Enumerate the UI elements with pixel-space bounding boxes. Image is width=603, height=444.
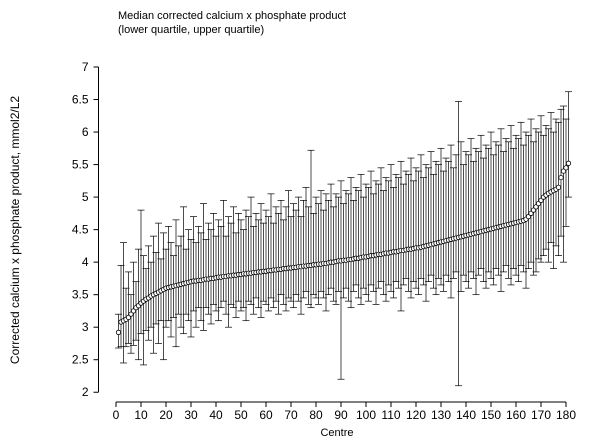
chart-subtitle: (lower quartile, upper quartile): [118, 24, 264, 36]
y-tick-label: 5: [82, 190, 89, 204]
y-tick-label: 3: [82, 320, 89, 334]
y-tick-label: 5.5: [72, 158, 89, 172]
y-tick-label: 6.5: [72, 93, 89, 107]
y-tick-label: 3.5: [72, 288, 89, 302]
y-axis-label: Corrected calcium x phosphate product, m…: [8, 96, 22, 364]
x-tick-label: 110: [381, 408, 400, 422]
x-tick-label: 140: [456, 408, 476, 422]
x-tick-label: 100: [356, 408, 376, 422]
x-tick-label: 20: [159, 408, 173, 422]
x-tick-label: 80: [309, 408, 323, 422]
x-tick-label: 130: [431, 408, 451, 422]
median-point: [555, 184, 562, 190]
x-tick-label: 60: [259, 408, 273, 422]
median-point: [563, 165, 569, 171]
median-point: [565, 160, 572, 166]
y-tick-label: 7: [82, 60, 89, 74]
x-tick-label: 70: [284, 408, 298, 422]
x-axis-label: Centre: [320, 427, 353, 439]
x-tick-label: 50: [234, 408, 248, 422]
chart-title: Median corrected calcium x phosphate pro…: [118, 10, 346, 22]
y-tick-label: 6: [82, 125, 89, 139]
x-tick-label: 160: [506, 408, 526, 422]
y-tick-label: 2: [82, 385, 89, 399]
median-point: [115, 329, 122, 335]
median-point: [558, 174, 564, 181]
x-tick-label: 90: [334, 408, 348, 422]
y-tick-label: 4: [82, 255, 89, 269]
x-tick-label: 150: [481, 408, 501, 422]
x-tick-label: 0: [113, 408, 120, 422]
x-tick-label: 120: [406, 408, 426, 422]
y-tick-label: 2.5: [72, 353, 89, 367]
x-tick-label: 180: [556, 408, 576, 422]
x-tick-label: 40: [209, 408, 223, 422]
x-tick-label: 30: [184, 408, 198, 422]
x-tick-label: 170: [531, 408, 551, 422]
x-tick-label: 10: [134, 408, 148, 422]
y-tick-label: 4.5: [72, 223, 89, 237]
